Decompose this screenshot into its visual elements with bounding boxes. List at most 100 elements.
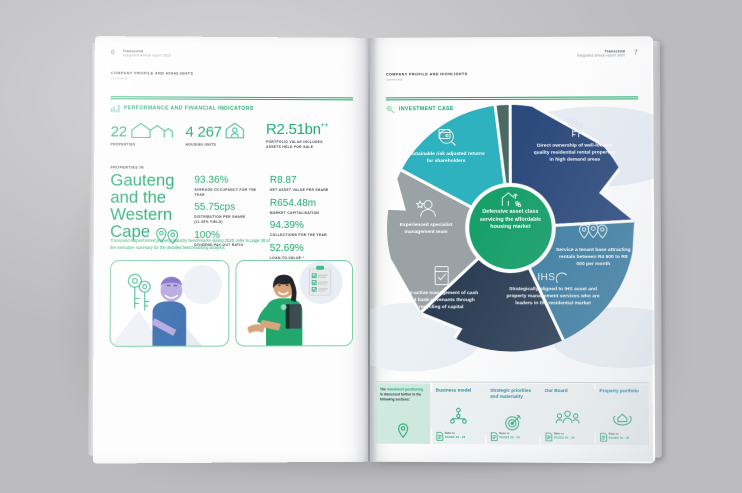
target-icon bbox=[504, 414, 521, 431]
magnifier-wallet-icon bbox=[398, 125, 494, 147]
stat-nav-per-share-value: R8.87 bbox=[269, 174, 297, 186]
right-folio-row: Transcend integrated annual report 2020 … bbox=[386, 49, 638, 62]
brand-subtitle: integrated annual report 2020 bbox=[122, 53, 171, 59]
stat-nav-per-share-caption: NET ASSET VALUE PER SHARE bbox=[269, 187, 329, 192]
right-section-label: COMPANY PROFILE AND HIGHLIGHTS continued bbox=[386, 71, 638, 81]
stat-collections: 94.39% COLLECTIONS FOR THE YEAR bbox=[269, 220, 346, 238]
investment-icon bbox=[386, 105, 395, 114]
people-icon bbox=[555, 410, 579, 424]
left-section-sub: continued bbox=[110, 76, 128, 81]
properties-in-label: PROPERTIES IN bbox=[110, 165, 144, 170]
nav-cell-our-board[interactable]: Our Board Refer to PAGES 30 - 39 bbox=[540, 383, 595, 445]
document-icon bbox=[490, 432, 497, 441]
nav-cell-strategic-priorities-ref[interactable]: Refer to PAGES 26 - 29 bbox=[490, 432, 520, 441]
nav-cell-property-portfolio-label: Property portfolio bbox=[599, 388, 639, 394]
document-icon bbox=[436, 432, 443, 441]
nav-intro-post: is discussed further in the following se… bbox=[380, 392, 422, 402]
nav-intro-pre: The bbox=[380, 387, 386, 392]
figure-tenant bbox=[151, 277, 187, 347]
stat-distribution-per-share-value: 55.75cps bbox=[194, 202, 236, 214]
segment-direct-ownership: Direct ownership of well-located quality… bbox=[522, 116, 627, 224]
brand-block-right: Transcend integrated annual report 2020 bbox=[577, 49, 625, 58]
houses-icon bbox=[130, 121, 175, 138]
nav-cell-our-board-pages: PAGES 30 - 39 bbox=[553, 436, 575, 440]
nav-cell-property-portfolio-ref[interactable]: Refer to PAGES 42 - 46 bbox=[600, 433, 630, 442]
segment-ihs-alignment: IHS Strategically aligned to IHS asset a… bbox=[494, 271, 612, 358]
stat-collections-value: 94.39% bbox=[269, 220, 304, 232]
geography-block: Gauteng and the Western Cape bbox=[110, 171, 194, 266]
nav-cell-business-model-label: Business model bbox=[435, 387, 472, 393]
person-star-icon bbox=[382, 199, 470, 218]
person-house-icon bbox=[225, 122, 245, 139]
right-rule bbox=[385, 96, 639, 101]
segment-sustainable-risk: Sustainable risk adjusted returns for sh… bbox=[398, 125, 494, 217]
kpi-housing-units-caption: HOUSING UNITS bbox=[185, 142, 217, 147]
segment-pro-active-management: Pro-active management of cash and bank c… bbox=[392, 265, 491, 360]
nav-cell-our-board-label: Our Board bbox=[544, 387, 568, 394]
agent-with-checklist-illustration bbox=[234, 260, 353, 347]
nav-strip: The investment positioning is discussed … bbox=[376, 383, 649, 446]
illustration-row bbox=[109, 260, 353, 348]
kpi-properties: 22 PROPERTIES bbox=[111, 121, 186, 149]
nav-cell-business-model-pages: PAGES 22 - 23 bbox=[444, 436, 466, 440]
stat-market-cap-caption: MARKET CAPITALISATION bbox=[269, 210, 320, 215]
nav-cell-business-model[interactable]: Business model Refer to PAGES 22 - 23 bbox=[431, 383, 485, 445]
investment-case-wheel: Defensive asset class servicing the affo… bbox=[376, 102, 646, 354]
nav-cell-our-board-ref[interactable]: Refer to PAGES 30 - 39 bbox=[545, 432, 575, 441]
right-section-sub: continued bbox=[385, 77, 403, 82]
stat-collections-caption: COLLECTIONS FOR THE YEAR bbox=[269, 233, 327, 238]
stat-market-cap: R654.48m MARKET CAPITALISATION bbox=[269, 197, 346, 215]
nav-cell-business-model-ref[interactable]: Refer to PAGES 22 - 23 bbox=[436, 432, 466, 441]
left-band-title: PERFORMANCE AND FINANCIAL INDICATORS bbox=[110, 104, 353, 113]
nav-cell-property-portfolio[interactable]: Property portfolio Refer to PAGES 42 - 4… bbox=[595, 384, 649, 446]
kpi-row: 22 PROPERTIES 4 267 bbox=[111, 121, 354, 150]
document-icon bbox=[545, 432, 552, 441]
nav-intro-highlight: investment positioning bbox=[386, 387, 424, 392]
nav-cell-property-portfolio-pages: PAGES 42 - 46 bbox=[608, 436, 630, 441]
stat-nav-per-share: R8.87 NET ASSET VALUE PER SHARE bbox=[269, 174, 346, 193]
kpi-portfolio-value-value: R2.51bn bbox=[265, 120, 321, 139]
left-band-title-text: PERFORMANCE AND FINANCIAL INDICATORS bbox=[123, 105, 254, 112]
map-pin-icon bbox=[397, 423, 409, 439]
stat-distribution-per-share: 55.75cps DISTRIBUTION PER SHARE (11.35% … bbox=[194, 202, 268, 225]
map-pins-icon bbox=[547, 223, 640, 243]
kpi-properties-value: 22 bbox=[110, 123, 127, 141]
hands-house-icon bbox=[612, 410, 632, 426]
keys-icon bbox=[522, 116, 627, 138]
stats-column-1: 93.36% AVERAGE OCCUPANCY FOR THE YEAR 55… bbox=[194, 171, 268, 266]
clipboard-icon bbox=[307, 265, 331, 296]
right-page: Transcend integrated annual report 2020 … bbox=[369, 36, 656, 464]
right-page-number: 7 bbox=[634, 49, 638, 57]
segment-experienced-team-text: Experienced specialist management team bbox=[399, 222, 453, 236]
kpi-housing-units: 4 267 HOUSING UNITS bbox=[185, 122, 266, 150]
segment-pro-active-management-text: Pro-active management of cash and bank c… bbox=[404, 291, 479, 311]
left-page: 6 Transcend integrated annual report 202… bbox=[92, 36, 369, 464]
right-band-title: INVESTMENT CASE bbox=[386, 104, 638, 114]
segment-sustainable-risk-text: Sustainable risk adjusted returns for sh… bbox=[407, 151, 485, 165]
stats-column-2: R8.87 NET ASSET VALUE PER SHARE R654.48m… bbox=[268, 172, 346, 267]
kpi-portfolio-value: R2.51bn ++ PORTFOLIO VALUE INCLUDES ASSE… bbox=[265, 120, 346, 150]
nav-cell-strategic-priorities-label: Strategic priorities and materiality bbox=[490, 387, 532, 399]
flow-chart-icon bbox=[449, 408, 467, 424]
wheel-hub bbox=[469, 186, 552, 270]
kpi-portfolio-value-caption: PORTFOLIO VALUE INCLUDES ASSETS HELD FOR… bbox=[265, 139, 323, 149]
stat-average-occupancy: 93.36% AVERAGE OCCUPANCY FOR THE YEAR bbox=[194, 174, 268, 197]
segment-direct-ownership-text: Direct ownership of well-located quality… bbox=[533, 143, 616, 163]
left-page-number: 6 bbox=[110, 49, 115, 57]
handshake-tenant-illustration bbox=[109, 260, 229, 348]
segment-ihs-alignment-text: Strategically aligned to IHS asset and p… bbox=[506, 287, 600, 307]
nav-intro-cell: The investment positioning is discussed … bbox=[376, 383, 431, 444]
brand-block: Transcend integrated annual report 2020 bbox=[123, 49, 171, 58]
wheel-svg bbox=[386, 103, 632, 351]
kpi-housing-units-value: 4 267 bbox=[185, 123, 222, 141]
ihs-logo-icon: IHS bbox=[494, 271, 611, 284]
left-section-label: COMPANY PROFILE AND HIGHLIGHTS continued bbox=[111, 71, 353, 81]
segment-tenant-base-text: Service a tenant base attracting rentals… bbox=[556, 247, 631, 268]
magazine-spread: 6 Transcend integrated annual report 202… bbox=[87, 36, 663, 464]
nav-cell-strategic-priorities[interactable]: Strategic priorities and materiality Ref… bbox=[486, 383, 540, 445]
stat-loan-to-value-value: 52.69% bbox=[269, 243, 304, 255]
stat-average-occupancy-caption: AVERAGE OCCUPANCY FOR THE YEAR bbox=[194, 187, 257, 197]
segment-experienced-team: Experienced specialist management team bbox=[382, 199, 470, 273]
chart-icon bbox=[110, 104, 120, 112]
nav-cell-strategic-priorities-pages: PAGES 26 - 29 bbox=[499, 436, 520, 440]
